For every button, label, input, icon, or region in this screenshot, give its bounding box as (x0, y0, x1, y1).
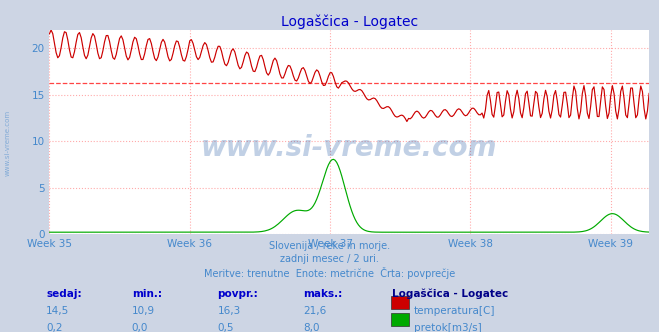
Text: www.si-vreme.com: www.si-vreme.com (5, 110, 11, 176)
Text: zadnji mesec / 2 uri.: zadnji mesec / 2 uri. (280, 254, 379, 264)
Text: 21,6: 21,6 (303, 306, 326, 316)
Text: pretok[m3/s]: pretok[m3/s] (414, 323, 482, 332)
Text: 0,0: 0,0 (132, 323, 148, 332)
Text: sedaj:: sedaj: (46, 289, 82, 299)
Text: Logaščica - Logatec: Logaščica - Logatec (392, 289, 508, 299)
Text: 16,3: 16,3 (217, 306, 241, 316)
Text: povpr.:: povpr.: (217, 289, 258, 299)
Text: 0,5: 0,5 (217, 323, 234, 332)
Text: 8,0: 8,0 (303, 323, 320, 332)
Text: 10,9: 10,9 (132, 306, 155, 316)
Text: Meritve: trenutne  Enote: metrične  Črta: povprečje: Meritve: trenutne Enote: metrične Črta: … (204, 267, 455, 279)
Text: 0,2: 0,2 (46, 323, 63, 332)
Text: Slovenija / reke in morje.: Slovenija / reke in morje. (269, 241, 390, 251)
Text: temperatura[C]: temperatura[C] (414, 306, 496, 316)
Text: www.si-vreme.com: www.si-vreme.com (201, 134, 498, 162)
Text: 14,5: 14,5 (46, 306, 69, 316)
Title: Logaščica - Logatec: Logaščica - Logatec (281, 14, 418, 29)
Text: maks.:: maks.: (303, 289, 343, 299)
Text: min.:: min.: (132, 289, 162, 299)
